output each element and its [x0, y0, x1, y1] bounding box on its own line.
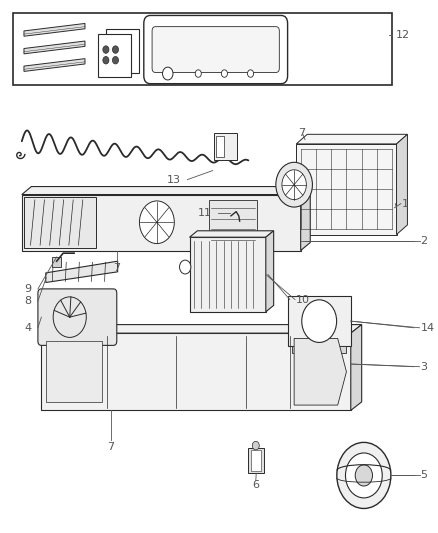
- Text: 8: 8: [24, 296, 32, 306]
- Circle shape: [252, 441, 259, 450]
- Circle shape: [195, 70, 201, 77]
- Circle shape: [139, 201, 174, 244]
- Bar: [213, 133, 237, 160]
- Bar: [98, 34, 131, 77]
- Text: 7: 7: [108, 442, 115, 451]
- Circle shape: [221, 70, 227, 77]
- Polygon shape: [42, 325, 362, 333]
- Text: 9: 9: [24, 284, 32, 294]
- Circle shape: [103, 46, 109, 53]
- Circle shape: [355, 465, 372, 486]
- Polygon shape: [300, 187, 310, 251]
- Bar: [251, 450, 261, 471]
- Circle shape: [247, 70, 254, 77]
- Circle shape: [103, 56, 109, 64]
- Polygon shape: [22, 187, 310, 195]
- Polygon shape: [24, 23, 85, 36]
- Text: 10: 10: [297, 295, 310, 304]
- Polygon shape: [266, 231, 274, 312]
- Polygon shape: [294, 338, 346, 405]
- Circle shape: [180, 260, 191, 274]
- Circle shape: [113, 46, 119, 53]
- Text: 11: 11: [198, 208, 212, 218]
- Polygon shape: [24, 59, 85, 71]
- Circle shape: [113, 56, 119, 64]
- Text: 7: 7: [113, 263, 120, 272]
- Circle shape: [276, 162, 312, 207]
- Text: 4: 4: [24, 323, 32, 333]
- FancyBboxPatch shape: [144, 15, 288, 84]
- Bar: [46, 341, 102, 402]
- Bar: [106, 29, 138, 73]
- Text: 6: 6: [253, 480, 260, 490]
- Bar: [13, 13, 392, 85]
- Text: 2: 2: [420, 236, 427, 246]
- Bar: [190, 237, 266, 312]
- Polygon shape: [297, 134, 407, 144]
- Bar: [209, 200, 257, 245]
- Polygon shape: [190, 231, 274, 237]
- Bar: [22, 195, 300, 251]
- Bar: [42, 333, 351, 410]
- Circle shape: [346, 453, 382, 498]
- Bar: [215, 136, 224, 157]
- Text: 13: 13: [167, 175, 181, 184]
- Bar: [297, 144, 396, 235]
- Circle shape: [337, 442, 391, 508]
- Text: 14: 14: [420, 323, 434, 333]
- Bar: [52, 257, 61, 266]
- Circle shape: [302, 300, 337, 343]
- Polygon shape: [396, 134, 407, 235]
- Circle shape: [282, 169, 306, 199]
- FancyBboxPatch shape: [38, 289, 117, 345]
- Polygon shape: [24, 41, 85, 54]
- Text: 5: 5: [420, 471, 427, 480]
- Text: 12: 12: [396, 30, 410, 39]
- Text: 1: 1: [402, 199, 409, 208]
- Polygon shape: [46, 261, 118, 282]
- Polygon shape: [351, 325, 362, 410]
- Bar: [24, 197, 96, 248]
- Text: 3: 3: [420, 362, 427, 372]
- Bar: [248, 448, 264, 473]
- Text: 7: 7: [298, 128, 306, 138]
- Bar: [292, 346, 346, 353]
- Bar: [288, 296, 351, 346]
- Circle shape: [162, 67, 173, 80]
- FancyBboxPatch shape: [152, 27, 279, 72]
